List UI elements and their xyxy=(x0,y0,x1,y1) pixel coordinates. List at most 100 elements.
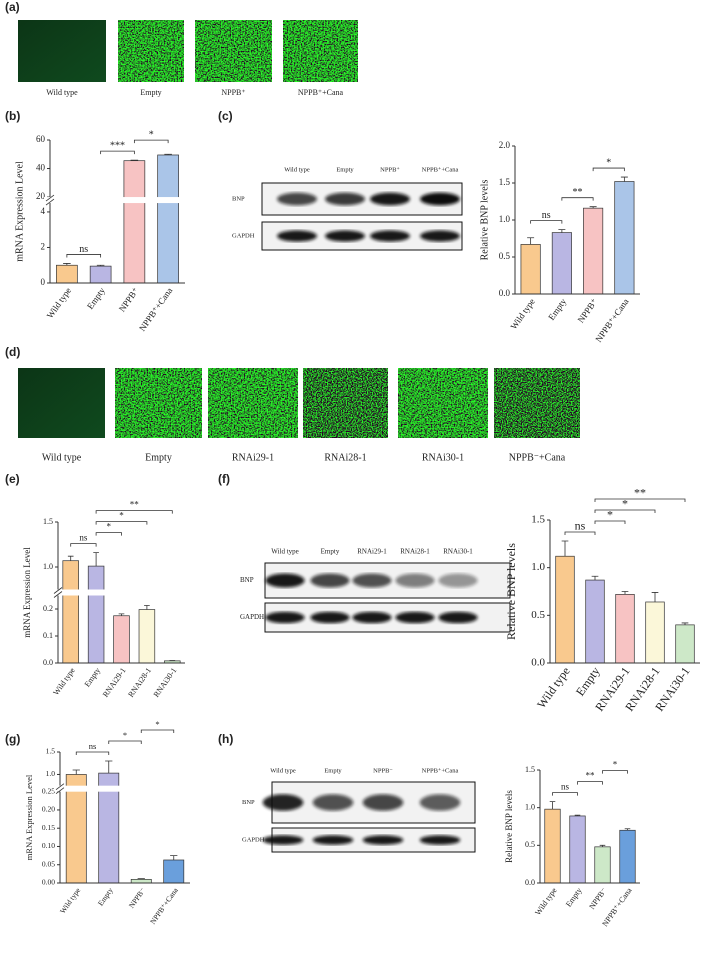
blot-band xyxy=(352,611,392,624)
y-tick-label: 1.5 xyxy=(531,514,545,526)
significance-bracket xyxy=(552,792,578,796)
y-tick-label: 0.0 xyxy=(525,878,535,887)
y-tick-label: 0.0 xyxy=(43,658,53,667)
x-tick-label: NPPB⁺+Cana xyxy=(137,286,174,333)
x-tick-label: NPPB⁺ xyxy=(117,285,141,313)
y-axis-title: mRNA Expression Level xyxy=(22,547,32,638)
error-bar xyxy=(72,769,80,775)
blot-band xyxy=(420,230,460,242)
image-caption: NPPB⁺ xyxy=(221,88,245,97)
micrograph xyxy=(398,368,488,438)
significance-label: * xyxy=(606,157,611,168)
y-tick-label: 1.0 xyxy=(46,769,56,778)
significance-bracket xyxy=(592,167,625,172)
lane-label: NPPB⁺+Cana xyxy=(422,767,459,774)
bar xyxy=(619,829,636,884)
significance-bracket xyxy=(561,197,594,201)
significance-label: * xyxy=(119,511,124,521)
error-bar xyxy=(681,622,689,625)
image-caption: NPPB⁻+Cana xyxy=(509,452,566,463)
break-mark xyxy=(55,783,65,794)
y-axis-title: Relative BNP levels xyxy=(504,543,518,640)
y-tick-label: 0.0 xyxy=(531,657,545,669)
significance-label: * xyxy=(155,719,159,729)
bar xyxy=(163,859,185,884)
error-bar xyxy=(164,153,172,155)
micrograph xyxy=(208,368,298,438)
y-tick-label: 1.5 xyxy=(525,765,535,774)
significance-bracket xyxy=(133,139,169,144)
significance-bracket xyxy=(594,498,686,502)
blot-band xyxy=(438,611,478,624)
y-tick-label: 1.0 xyxy=(43,562,53,571)
significance-bracket xyxy=(95,510,173,514)
x-tick-label: RNAi30-1 xyxy=(152,666,179,699)
y-tick-label: 0.5 xyxy=(525,840,535,849)
lane-label: Empty xyxy=(321,548,340,556)
row-label: BNP xyxy=(240,576,254,584)
x-tick-label: Wild type xyxy=(45,286,73,321)
error-bar xyxy=(621,591,629,595)
bar xyxy=(62,560,79,664)
error-bar xyxy=(589,206,597,209)
blot-band xyxy=(419,835,461,845)
x-tick-label: Wild type xyxy=(508,297,536,332)
error-bar xyxy=(651,592,659,602)
blot-band xyxy=(362,794,404,811)
y-tick-label: 1.0 xyxy=(525,802,535,811)
blot-band xyxy=(310,611,350,624)
y-tick-label: 0.5 xyxy=(499,251,511,261)
break-mark xyxy=(53,587,63,598)
blot-band xyxy=(277,192,317,206)
axis-break xyxy=(44,197,185,204)
x-tick-label: Wild type xyxy=(533,886,559,917)
error-bar xyxy=(624,828,631,831)
significance-bracket xyxy=(530,220,563,224)
bar xyxy=(614,181,635,295)
row-label: BNP xyxy=(242,799,255,806)
bar xyxy=(130,878,152,884)
blot-band xyxy=(395,611,435,624)
y-tick-label: 0.10 xyxy=(42,841,55,850)
x-tick-label: Empty xyxy=(83,666,103,689)
micrograph xyxy=(18,20,106,82)
error-bar xyxy=(67,555,74,561)
y-tick-label: 0.5 xyxy=(531,609,545,621)
y-tick-label: 0 xyxy=(41,277,46,287)
image-caption: Wild type xyxy=(42,452,82,463)
significance-bracket xyxy=(108,740,142,744)
y-tick-label: 0.1 xyxy=(43,631,53,640)
micrograph xyxy=(303,368,388,438)
blot-band xyxy=(312,835,354,845)
y-tick-label: 40 xyxy=(36,163,46,173)
bar xyxy=(544,808,561,884)
significance-bracket xyxy=(140,729,175,733)
significance-label: * xyxy=(613,760,618,770)
image-caption: Empty xyxy=(145,452,172,463)
error-bar xyxy=(558,229,566,233)
significance-bracket xyxy=(577,781,603,785)
axis-break xyxy=(54,785,190,792)
blot-band xyxy=(310,573,350,588)
x-tick-label: NPPB⁺ xyxy=(576,296,600,324)
row-label: GAPDH xyxy=(240,613,264,621)
y-tick-label: 0.25 xyxy=(42,786,55,795)
bar xyxy=(551,232,572,295)
y-axis-title: Relative BNP levels xyxy=(479,180,490,261)
panel-label: (h) xyxy=(218,732,233,746)
error-bar xyxy=(130,159,139,161)
y-tick-label: 60 xyxy=(36,134,46,144)
blot-band xyxy=(325,230,365,242)
micrograph xyxy=(18,368,105,438)
panel-label: (e) xyxy=(5,472,20,486)
lane-label: RNAi28-1 xyxy=(400,548,430,556)
y-tick-label: 1.5 xyxy=(46,747,56,756)
y-tick-label: 4 xyxy=(41,206,46,216)
y-tick-label: 0.00 xyxy=(42,878,55,887)
x-tick-label: RNAi28-1 xyxy=(126,666,153,699)
micrograph xyxy=(283,20,358,82)
significance-label: ns xyxy=(575,519,586,533)
lane-label: Wild type xyxy=(284,166,310,173)
blot-band xyxy=(265,611,305,624)
